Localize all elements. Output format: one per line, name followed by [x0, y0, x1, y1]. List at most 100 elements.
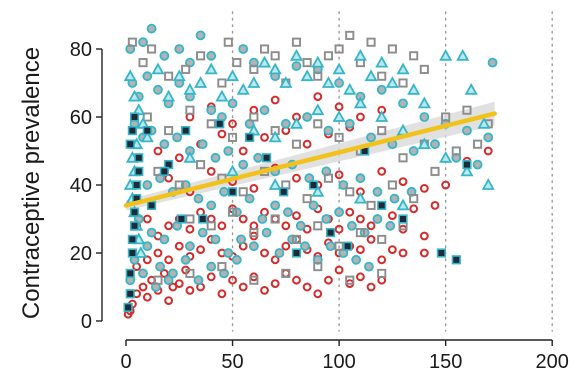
data-point	[409, 204, 419, 214]
data-point	[238, 282, 248, 292]
data-point	[325, 241, 336, 252]
data-point	[472, 159, 483, 170]
data-point	[146, 227, 157, 238]
data-point	[441, 180, 451, 190]
data-point	[283, 207, 293, 218]
data-point	[481, 178, 495, 190]
data-point	[345, 30, 355, 40]
data-point	[300, 241, 310, 252]
data-point	[206, 50, 217, 61]
data-point	[334, 170, 344, 180]
data-point	[215, 119, 225, 129]
x-tick-label: 0	[120, 351, 131, 373]
data-point	[377, 255, 387, 265]
data-point	[292, 275, 301, 285]
data-point	[387, 245, 397, 255]
data-point	[366, 132, 376, 143]
data-point	[138, 282, 148, 292]
data-point	[334, 265, 344, 275]
data-point	[439, 48, 453, 61]
data-point	[291, 61, 302, 71]
data-point	[193, 275, 204, 286]
data-point	[134, 166, 144, 177]
data-point	[419, 184, 429, 193]
data-point	[372, 186, 383, 197]
y-tick-label: 0	[81, 311, 92, 333]
data-point	[196, 51, 206, 61]
data-point	[249, 228, 259, 238]
data-point	[127, 37, 137, 47]
data-point	[356, 245, 365, 255]
data-point	[313, 289, 323, 299]
data-point	[206, 200, 217, 211]
data-point	[387, 211, 397, 221]
data-point	[385, 220, 396, 231]
data-point	[195, 30, 206, 41]
data-point	[249, 275, 259, 285]
data-point	[464, 82, 478, 95]
data-point	[183, 150, 197, 163]
data-point	[174, 279, 184, 289]
data-point	[238, 44, 249, 54]
data-point	[323, 173, 333, 183]
data-point	[321, 76, 335, 88]
data-point	[159, 139, 170, 150]
data-point	[407, 82, 421, 95]
data-point	[344, 118, 355, 129]
data-point	[226, 164, 240, 177]
data-point	[194, 76, 208, 88]
data-point	[125, 139, 135, 149]
data-point	[142, 112, 152, 122]
data-point	[155, 261, 165, 272]
data-point	[343, 82, 357, 95]
data-point	[419, 248, 429, 258]
data-point	[127, 234, 137, 245]
data-point	[346, 220, 357, 231]
x-tick-labels: 0 50 100 150 200	[120, 351, 568, 373]
data-point	[302, 282, 312, 292]
trend-line	[123, 111, 497, 208]
data-point	[377, 200, 387, 211]
data-point	[377, 167, 387, 176]
y-tick-labels: 0 20 40 60 80	[70, 39, 92, 333]
axes	[96, 48, 553, 346]
data-point	[227, 207, 238, 217]
data-point	[281, 268, 291, 278]
data-point	[260, 248, 269, 258]
data-point	[355, 173, 366, 184]
data-point	[430, 139, 440, 150]
data-point	[311, 103, 325, 116]
data-point	[430, 166, 440, 176]
data-point	[185, 268, 195, 278]
data-point	[249, 184, 259, 193]
data-point	[238, 187, 248, 197]
data-point	[185, 286, 195, 295]
data-point	[366, 221, 376, 231]
data-point	[270, 95, 280, 105]
data-point	[387, 44, 397, 54]
data-point	[313, 119, 323, 129]
data-point	[291, 234, 302, 244]
data-point	[204, 62, 218, 75]
data-point	[338, 180, 349, 190]
data-point	[153, 248, 163, 258]
data-point	[174, 180, 184, 190]
data-point	[162, 89, 176, 102]
data-point	[456, 48, 470, 61]
data-point	[151, 62, 165, 75]
data-point	[270, 200, 281, 211]
data-point	[206, 105, 217, 116]
data-point	[334, 224, 344, 234]
data-point	[183, 82, 197, 95]
data-point	[206, 261, 217, 272]
data-point	[364, 261, 374, 272]
data-point	[477, 116, 491, 129]
data-point	[153, 275, 163, 285]
data-point	[324, 275, 333, 285]
data-point	[398, 98, 408, 109]
data-point	[232, 58, 242, 68]
data-point	[289, 116, 304, 129]
data-point	[396, 198, 410, 211]
data-point	[280, 118, 291, 129]
data-point	[134, 246, 148, 258]
